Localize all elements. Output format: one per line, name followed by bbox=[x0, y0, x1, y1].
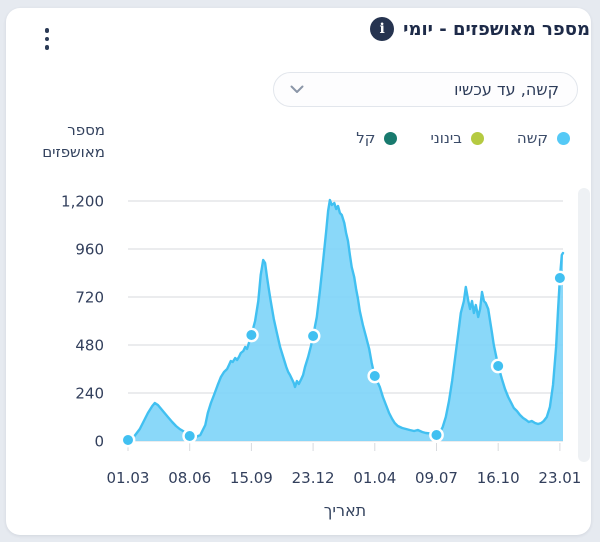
legend-label: קשה bbox=[516, 129, 548, 147]
severe-dot-icon bbox=[557, 131, 570, 145]
legend-item-moderate[interactable]: בינוני bbox=[430, 129, 484, 147]
area-series bbox=[128, 200, 563, 441]
x-tick-label: 01.04 bbox=[353, 469, 396, 487]
x-tick-label: 23.12 bbox=[292, 469, 335, 487]
y-tick-label: 480 bbox=[75, 337, 104, 355]
x-tick-label: 08.06 bbox=[168, 469, 211, 487]
y-tick-label: 240 bbox=[75, 385, 104, 403]
mild-dot-icon bbox=[384, 131, 398, 145]
legend-label: קל bbox=[356, 129, 376, 147]
data-point-marker[interactable] bbox=[305, 328, 321, 344]
x-tick-label: 09.07 bbox=[415, 469, 458, 487]
series-line bbox=[126, 198, 565, 442]
chart-legend: קשה בינוני קל bbox=[356, 129, 570, 147]
data-point-marker[interactable] bbox=[490, 358, 506, 374]
y-tick-label: 960 bbox=[75, 241, 104, 259]
y-tick-label: 720 bbox=[75, 289, 104, 307]
widget-header: מספר מאושפזים - יומי i bbox=[370, 17, 590, 41]
info-icon[interactable]: i bbox=[370, 17, 395, 41]
kebab-menu-button[interactable] bbox=[34, 20, 60, 58]
data-point-marker[interactable] bbox=[182, 428, 198, 444]
kebab-menu-icon bbox=[44, 28, 50, 33]
x-tick-label: 15.09 bbox=[230, 469, 273, 487]
x-tick-label: 01.03 bbox=[107, 469, 150, 487]
data-point-marker[interactable] bbox=[367, 368, 383, 384]
x-axis-title: תאריך bbox=[323, 501, 367, 520]
severity-filter-dropdown[interactable]: קשה, עד עכשיו bbox=[273, 72, 578, 107]
legend-item-severe[interactable]: קשה bbox=[517, 129, 570, 147]
y-tick-label: 1,200 bbox=[61, 193, 104, 211]
moderate-dot-icon bbox=[470, 131, 484, 145]
legend-label: בינוני bbox=[430, 129, 462, 147]
y-tick-label: 0 bbox=[94, 433, 104, 451]
x-tick-label: 23.01 bbox=[538, 469, 581, 487]
dropdown-selected-value: קשה, עד עכשיו bbox=[454, 80, 559, 99]
data-point-marker[interactable] bbox=[429, 427, 444, 443]
x-tick-label: 16.10 bbox=[477, 469, 520, 487]
page-title: מספר מאושפזים - יומי bbox=[403, 18, 590, 40]
data-point-marker[interactable] bbox=[120, 432, 136, 448]
y-axis-title: מספר מאושפזים bbox=[42, 121, 105, 161]
data-point-marker[interactable] bbox=[552, 270, 568, 286]
legend-item-mild[interactable]: קל bbox=[356, 129, 398, 147]
scrollbar-track[interactable] bbox=[578, 188, 590, 462]
chevron-down-icon bbox=[290, 85, 304, 94]
data-point-marker[interactable] bbox=[243, 327, 259, 343]
